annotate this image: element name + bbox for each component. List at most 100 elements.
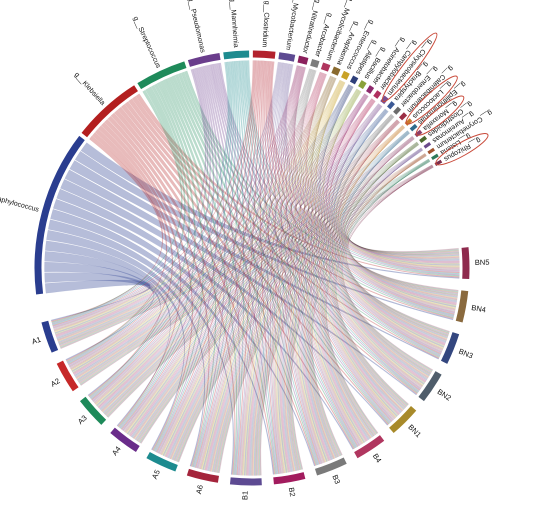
chord-link-staphylococcus-b3 [53, 198, 316, 467]
chord-link-aureimonas-a2 [78, 147, 422, 384]
chord-link-pseudomonas-b3 [206, 64, 319, 466]
chord-link-nitratireductor-b1 [238, 66, 302, 476]
sample-label-b3: B3 [330, 473, 342, 485]
chord-link-rhizopus-a5 [177, 165, 433, 463]
chord-link-moraxella-bn1 [330, 137, 415, 410]
chord-link-epilithonimonas-b1 [253, 131, 409, 476]
taxon-arc-enterococcus [341, 70, 350, 80]
chord-link-pseudomonas-a3 [89, 67, 211, 399]
chord-link-enterobacter-a3 [100, 114, 392, 411]
chord-link-catenibacterium-bn2 [331, 121, 429, 379]
chord-link-brachyspira-b2 [282, 109, 388, 472]
chord-link-rhizopus-b1 [259, 165, 433, 476]
chord-link-pseudomonas-a6 [192, 66, 226, 468]
chord-link-nitratireductor-a4 [122, 65, 300, 432]
chord-link-enterococcus-bn4 [315, 82, 456, 309]
chord-link-epilithonimonas-a4 [134, 130, 409, 441]
chord-link-alistipes-a4 [126, 84, 350, 435]
chord-link-brachyspira-a2 [74, 108, 386, 377]
chord-link-acinetobacter-b2 [279, 94, 367, 473]
chord-link-brachyspira-a4 [131, 109, 387, 438]
chord-link-klebsiella-bn4 [131, 96, 454, 320]
chord-link-listeria-a6 [217, 159, 430, 473]
chord-link-campylobacter-a2 [73, 98, 373, 375]
chord-link-moraxella-a1 [58, 135, 413, 344]
chord-link-acinetobacter-a2 [72, 93, 366, 374]
sample-label-b1: B1 [240, 491, 249, 500]
chord-link-aureimonas-bn4 [345, 149, 459, 295]
chord-link-mycolicibacterium-a1 [53, 71, 321, 331]
chord-link-mycobacterium-a4 [121, 62, 283, 431]
chord-link-aureimonas-b2 [288, 148, 423, 471]
chord-link-clostridioides-bn4 [344, 144, 458, 296]
sample-label-a1: A1 [30, 335, 42, 346]
chord-link-epilithonimonas-a2 [76, 130, 408, 381]
chord-link-arcobacter-bn2 [297, 69, 423, 389]
chord-link-alistipes-b1 [243, 85, 352, 476]
chord-link-arcobacter-b4 [291, 69, 362, 446]
chord-link-mycobacterium-bn1 [280, 63, 394, 422]
sample-label-bn5: BN5 [475, 258, 490, 267]
chord-link-enterococcus-b3 [292, 81, 344, 463]
chord-link-mycolicibacterium-a6 [199, 72, 323, 470]
chord-link-brachyspira-b4 [314, 110, 388, 440]
sample-arc-bn4 [455, 290, 469, 323]
chord-link-listeria-bn1 [334, 160, 430, 406]
chord-link-anaplasma-bn3 [309, 77, 444, 350]
sample-label-a3: A3 [76, 413, 89, 426]
chord-link-chryseobacterium-bn4 [331, 105, 457, 304]
chord-link-clostridium-bn4 [269, 61, 455, 315]
chord-link-aureimonas-a5 [174, 148, 422, 462]
chord-link-pseudomonas-b4 [208, 64, 357, 449]
chord-link-klebsiella-bn5 [135, 93, 460, 278]
taxon-arc-alistipes [349, 75, 359, 85]
chord-link-corynebacterium-a2 [79, 153, 426, 385]
chord-link-nitratireductor-b2 [269, 66, 302, 474]
chord-link-anaplasma-b3 [290, 76, 335, 463]
chord-link-anaplasma-b1 [241, 76, 334, 476]
chord-link-arcobacter-bn4 [300, 70, 456, 312]
chord-link-listeria-bn3 [345, 160, 450, 334]
chord-link-enterococcus-bn1 [307, 81, 398, 418]
chord-link-arcobacter-a5 [158, 68, 312, 455]
chord-link-anaplasma-bn5 [311, 78, 460, 268]
chord-link-clostridium-a3 [91, 60, 258, 401]
chord-link-lactococcus-bn2 [333, 126, 430, 378]
chord-link-clostridioides-b2 [287, 142, 419, 471]
chord-link-clostridioides-a6 [214, 142, 418, 473]
chord-link-acinetobacter-a4 [128, 93, 366, 436]
chord-link-campylobacter-b1 [247, 99, 374, 476]
chord-link-mannheimia-a1 [52, 61, 230, 326]
chord-link-mannheimia-bn1 [240, 60, 392, 423]
chord-link-mycolicibacterium-bn5 [306, 74, 460, 269]
chord-link-anaplasma-bn2 [307, 77, 424, 387]
sample-label-a4: A4 [110, 444, 123, 457]
chord-link-brachyspira-b1 [249, 109, 387, 476]
chord-link-anaplasma-bn1 [304, 77, 397, 419]
chord-link-anaplasma-b2 [274, 76, 334, 474]
taxon-arc-mycobacterium [278, 52, 296, 62]
chord-link-enterobacter-a2 [74, 113, 392, 378]
chord-link-enterobacter-bn4 [335, 116, 458, 301]
chord-link-brachyspira-bn2 [328, 110, 428, 381]
chord-link-moraxella-a4 [135, 136, 413, 441]
chord-link-bacillus-bn3 [321, 90, 445, 347]
chord-link-clostridioides-bn3 [341, 144, 449, 337]
chord-link-bacillus-a2 [72, 88, 358, 374]
chord-link-alistipes-a6 [202, 84, 351, 470]
chord-link-mycobacterium-b2 [266, 63, 287, 474]
chord-link-moraxella-bn4 [342, 138, 458, 297]
chord-link-klebsiella-bn3 [128, 98, 440, 359]
chord-link-pseudomonas-b1 [202, 65, 240, 475]
chord-link-catenibacterium-b1 [251, 120, 399, 476]
chord-link-nitratireductor-bn4 [293, 67, 456, 313]
sample-label-b2: B2 [287, 487, 297, 498]
chord-link-lactococcus-b2 [285, 126, 404, 472]
taxon-label-pseudomonas: g__Pseudomonas [186, 0, 206, 54]
taxon-arc-acinetobacter [366, 85, 375, 94]
chord-link-enterobacter-a6 [208, 114, 393, 472]
chord-link-aureimonas-b4 [323, 149, 423, 436]
sample-arc-b1 [229, 477, 262, 486]
chord-link-brachyspira-bn1 [322, 110, 402, 414]
taxon-arc-listeria [431, 153, 439, 161]
